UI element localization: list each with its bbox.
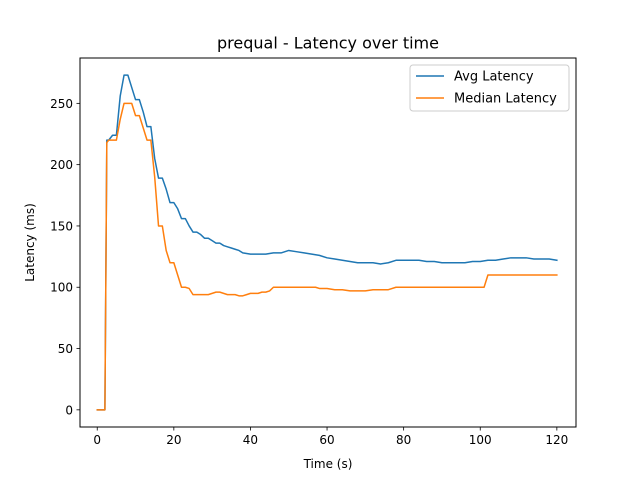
legend: Avg Latency Median Latency [409,64,570,112]
x-tick-label-1: 20 [166,433,181,447]
y-axis-label: Latency (ms) [23,203,37,282]
axes-frame [79,57,577,428]
x-tick-label-3: 60 [319,433,334,447]
y-tick-label-5: 250 [50,97,73,111]
x-tick-label-6: 120 [545,433,568,447]
x-tick-label-5: 100 [469,433,492,447]
legend-label-0: Avg Latency [454,70,534,85]
x-tick-label-2: 40 [243,433,258,447]
legend-label-1: Median Latency [454,92,557,107]
x-axis-label: Time (s) [303,457,353,471]
chart-title: prequal - Latency over time [217,34,439,53]
series-line-0 [96,74,558,411]
y-tick-label-2: 100 [50,281,73,295]
legend-box [409,64,570,112]
plot-area [96,74,558,411]
y-tick-label-4: 200 [50,158,73,172]
y-tick-label-1: 50 [58,342,73,356]
series-line-1 [96,102,558,411]
x-tick-label-4: 80 [396,433,411,447]
axis-ticks: 0 20 40 60 80 100 120 0 50 100 150 200 250 [50,97,568,447]
y-tick-label-3: 150 [50,219,73,233]
x-tick-label-0: 0 [93,433,101,447]
y-tick-label-0: 0 [65,403,73,417]
